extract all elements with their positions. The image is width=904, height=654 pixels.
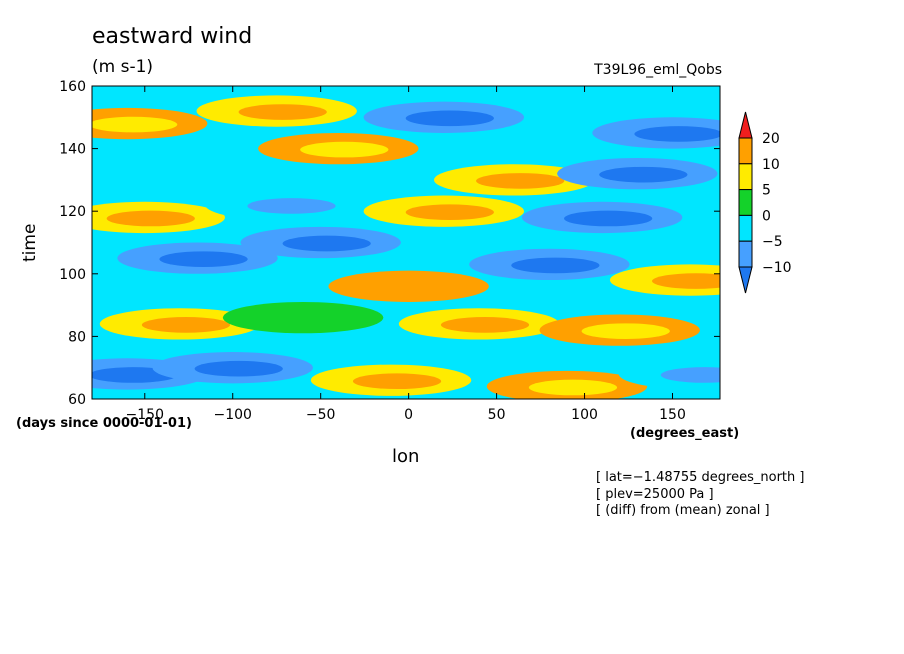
y-axis-units: (days since 0000-01-01) — [16, 416, 192, 431]
colorbar-triangle-bottom — [738, 266, 753, 294]
field-region-core — [599, 166, 688, 183]
field-region-core — [159, 251, 248, 267]
colorbar-box — [738, 137, 753, 165]
field-region-core — [141, 317, 231, 333]
colorbar-box — [738, 240, 753, 268]
y-tick-label: 120 — [59, 204, 86, 220]
y-tick-label: 140 — [59, 142, 86, 158]
colorbar-triangle-top — [738, 111, 753, 139]
y-tick-label: 160 — [59, 79, 86, 95]
field-region-core — [247, 198, 336, 214]
note-pressure-level: [ plev=25000 Pa ] — [596, 487, 714, 502]
field-region-core — [405, 204, 494, 221]
field-region — [222, 301, 384, 334]
y-tick-label: 60 — [68, 392, 86, 408]
chart-units: (m s-1) — [92, 57, 154, 77]
colorbar-label: 10 — [762, 157, 780, 173]
run-label: T39L96_eml_Qobs — [594, 62, 722, 78]
x-tick-label: −150 — [126, 407, 164, 423]
field-region-core — [634, 126, 720, 142]
field-region-core — [405, 110, 494, 127]
field-region-core — [92, 116, 178, 133]
y-tick-label: 100 — [59, 267, 86, 283]
plot-frame — [91, 85, 721, 400]
x-tick-label: 150 — [659, 407, 686, 423]
x-tick-label: −100 — [214, 407, 252, 423]
colorbar-label: 5 — [762, 183, 771, 199]
colorbar-label: −10 — [762, 260, 792, 276]
x-tick-label: 50 — [488, 407, 506, 423]
x-axis-units: (degrees_east) — [630, 426, 740, 441]
field-region-core — [238, 104, 327, 120]
field-region-core — [511, 257, 600, 274]
field-region-core — [370, 279, 459, 296]
x-tick-label: 100 — [571, 407, 598, 423]
field-region-core — [476, 173, 565, 189]
y-tick-label: 80 — [68, 329, 86, 345]
field-region-core — [282, 235, 371, 252]
field-region-core — [352, 373, 442, 390]
field-region-core — [564, 210, 653, 227]
colorbar-box — [738, 214, 753, 242]
colorbar-label: 0 — [762, 208, 771, 224]
note-latitude: [ lat=−1.48755 degrees_north ] — [596, 470, 805, 485]
colorbar-box — [738, 163, 753, 191]
field-regions — [92, 95, 720, 399]
field-region-core — [194, 360, 283, 377]
field-region-core — [440, 317, 530, 333]
colorbar-box — [738, 189, 753, 216]
field-region — [99, 142, 261, 174]
chart-title: eastward wind — [92, 24, 253, 49]
x-tick-label: 0 — [404, 407, 413, 423]
field-region-core — [651, 273, 720, 289]
note-diff-mean: [ (diff) from (mean) zonal ] — [596, 503, 770, 518]
field-region-core — [660, 367, 720, 383]
x-axis-label: lon — [392, 446, 420, 467]
field-region-core — [581, 323, 670, 339]
field-region-core — [106, 210, 195, 227]
field-region-core — [300, 141, 389, 158]
colorbar-label: −5 — [762, 234, 783, 250]
x-tick-label: −50 — [306, 407, 336, 423]
field-region-core — [528, 379, 618, 396]
colorbar-label: 20 — [762, 131, 780, 147]
